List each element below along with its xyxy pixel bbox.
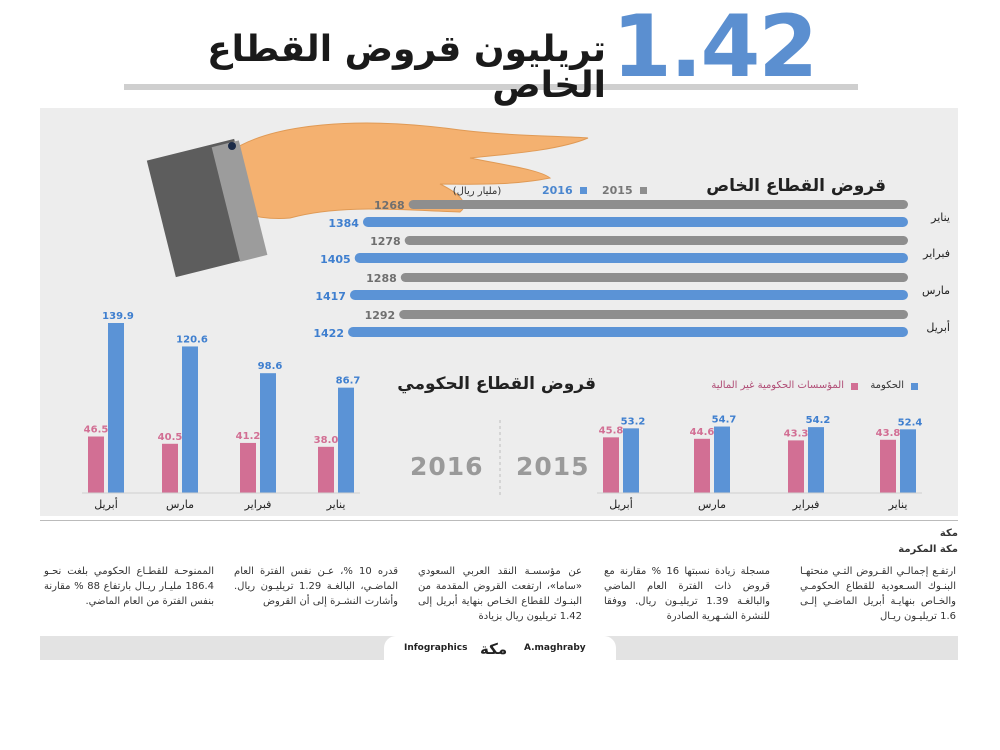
value-gov-2016-3: 120.6 xyxy=(176,334,208,345)
gov-month-label-2016-2: فبراير xyxy=(244,498,272,511)
year-2016-label: 2016 xyxy=(410,452,484,481)
month-label-3: مارس xyxy=(922,284,950,297)
headline-number: 1.42 xyxy=(612,0,818,97)
legend-nonfin-swatch xyxy=(851,383,858,390)
value-gov-2016-1: 86.7 xyxy=(336,376,361,387)
cufflink-icon xyxy=(228,142,236,150)
credits-logo: مكة xyxy=(480,640,508,658)
bar-2016-1 xyxy=(362,217,908,227)
year-2015-label: 2015 xyxy=(516,452,590,481)
value-gov-2015-1: 52.4 xyxy=(898,417,923,428)
bar-gov-2016-3 xyxy=(182,346,198,493)
legend-2016-label: 2016 xyxy=(542,184,573,197)
bar-2016-3 xyxy=(349,290,908,300)
private-chart-title: قروض القطاع الخاص xyxy=(706,176,886,196)
bar-2015-2 xyxy=(404,236,908,245)
headline-title: تريليون قروض القطاع الخاص xyxy=(207,29,606,106)
gov-month-label-2015-1: يناير xyxy=(888,498,908,511)
header-underline xyxy=(124,84,858,90)
gov-chart-title: قروض القطاع الحكومي xyxy=(397,374,596,394)
value-nonfin-2015-4: 45.8 xyxy=(599,425,624,436)
bar-2015-3 xyxy=(400,273,908,282)
bar-gov-2015-2 xyxy=(808,427,824,493)
value-2015-1: 1268 xyxy=(374,199,405,212)
legend-2015-label: 2015 xyxy=(602,184,633,197)
legend-2016-swatch xyxy=(580,187,587,194)
article-col-3: عن مؤسسـة النقد العربي السعودي «ساما»، ا… xyxy=(418,566,582,622)
value-nonfin-2016-4: 46.5 xyxy=(84,424,109,435)
value-nonfin-2015-2: 43.3 xyxy=(784,428,809,439)
value-nonfin-2015-1: 43.8 xyxy=(876,428,901,439)
legend-2015-swatch xyxy=(640,187,647,194)
hand-illustration xyxy=(146,122,589,278)
credits-pill: Infographics مكة A.maghraby xyxy=(384,636,616,660)
value-2015-4: 1292 xyxy=(365,309,396,322)
bar-2016-4 xyxy=(348,327,908,337)
article-col-2: مسجلة زيادة نسبتها 16 % مقارنة مع قروض ذ… xyxy=(604,566,771,622)
gov-month-label-2015-2: فبراير xyxy=(792,498,820,511)
gov-month-label-2016-3: مارس xyxy=(166,498,194,511)
article-col-5: الممنوحـة للقطـاع الحكومي بلغت نحـو 186.… xyxy=(44,566,215,607)
value-2016-4: 1422 xyxy=(313,327,344,340)
value-2016-2: 1405 xyxy=(320,253,351,266)
bar-gov-2016-4 xyxy=(108,323,124,493)
legend-2016: 2016 xyxy=(540,184,592,198)
bar-gov-2015-3 xyxy=(714,426,730,493)
legend-nonfin-label: المؤسسات الحكومية غير المالية xyxy=(711,380,844,391)
bar-2015-1 xyxy=(408,200,908,209)
bar-gov-2016-2 xyxy=(260,373,276,493)
legend-gov: الحكومة xyxy=(850,380,920,394)
value-2016-3: 1417 xyxy=(315,290,346,303)
city-full-label: مكة المكرمة xyxy=(898,544,958,555)
bar-nonfin-2015-4 xyxy=(603,437,619,493)
bar-nonfin-2016-1 xyxy=(318,446,334,493)
legend-unit: (مليار ريال) xyxy=(452,186,502,197)
hand-icon xyxy=(227,122,589,219)
bar-nonfin-2016-4 xyxy=(88,436,104,493)
bar-nonfin-2016-2 xyxy=(240,442,256,493)
gov-month-label-2015-4: أبريل xyxy=(609,497,633,511)
value-2015-2: 1278 xyxy=(370,235,401,248)
article-col-4: قدره 10 %، عـن نفس الفترة العام الماضـي،… xyxy=(234,566,398,607)
city-label: مكة xyxy=(939,528,958,539)
month-label-4: أبريل xyxy=(926,320,950,334)
bar-gov-2016-1 xyxy=(338,387,354,493)
legend-nonfin: المؤسسات الحكومية غير المالية xyxy=(690,380,860,394)
bar-2016-2 xyxy=(354,253,908,263)
value-2016-1: 1384 xyxy=(328,217,359,230)
value-gov-2015-2: 54.2 xyxy=(806,415,831,426)
credits-author: A.maghraby xyxy=(524,643,586,653)
credits-infographics: Infographics xyxy=(404,643,468,653)
article-divider xyxy=(40,520,958,521)
value-nonfin-2016-2: 41.2 xyxy=(236,431,261,442)
cuff-icon xyxy=(211,140,268,262)
legend-2015: 2015 xyxy=(600,184,652,198)
value-nonfin-2016-3: 40.5 xyxy=(158,432,183,443)
month-label-2: فبراير xyxy=(922,247,950,260)
gov-month-label-2016-4: أبريل xyxy=(94,497,118,511)
bar-2015-4 xyxy=(399,310,908,319)
value-nonfin-2015-3: 44.6 xyxy=(690,427,715,438)
bar-gov-2015-1 xyxy=(900,429,916,493)
gov-month-label-2016-1: يناير xyxy=(326,498,346,511)
legend-gov-label: الحكومة xyxy=(870,380,904,391)
bar-gov-2015-4 xyxy=(623,428,639,493)
bar-nonfin-2016-3 xyxy=(162,443,178,493)
bar-nonfin-2015-2 xyxy=(788,440,804,493)
bar-nonfin-2015-3 xyxy=(694,438,710,493)
legend-gov-swatch xyxy=(911,383,918,390)
value-gov-2015-4: 53.2 xyxy=(621,416,646,427)
article-col-1: ارتفـع إجمالـي القـروض التـي منحتهـا الب… xyxy=(800,566,956,622)
value-nonfin-2016-1: 38.0 xyxy=(314,435,339,446)
value-gov-2015-3: 54.7 xyxy=(712,415,737,426)
bar-nonfin-2015-1 xyxy=(880,439,896,493)
value-gov-2016-4: 139.9 xyxy=(102,311,134,322)
value-gov-2016-2: 98.6 xyxy=(258,361,283,372)
month-label-1: يناير xyxy=(930,211,950,224)
gov-month-label-2015-3: مارس xyxy=(698,498,726,511)
value-2015-3: 1288 xyxy=(366,272,397,285)
